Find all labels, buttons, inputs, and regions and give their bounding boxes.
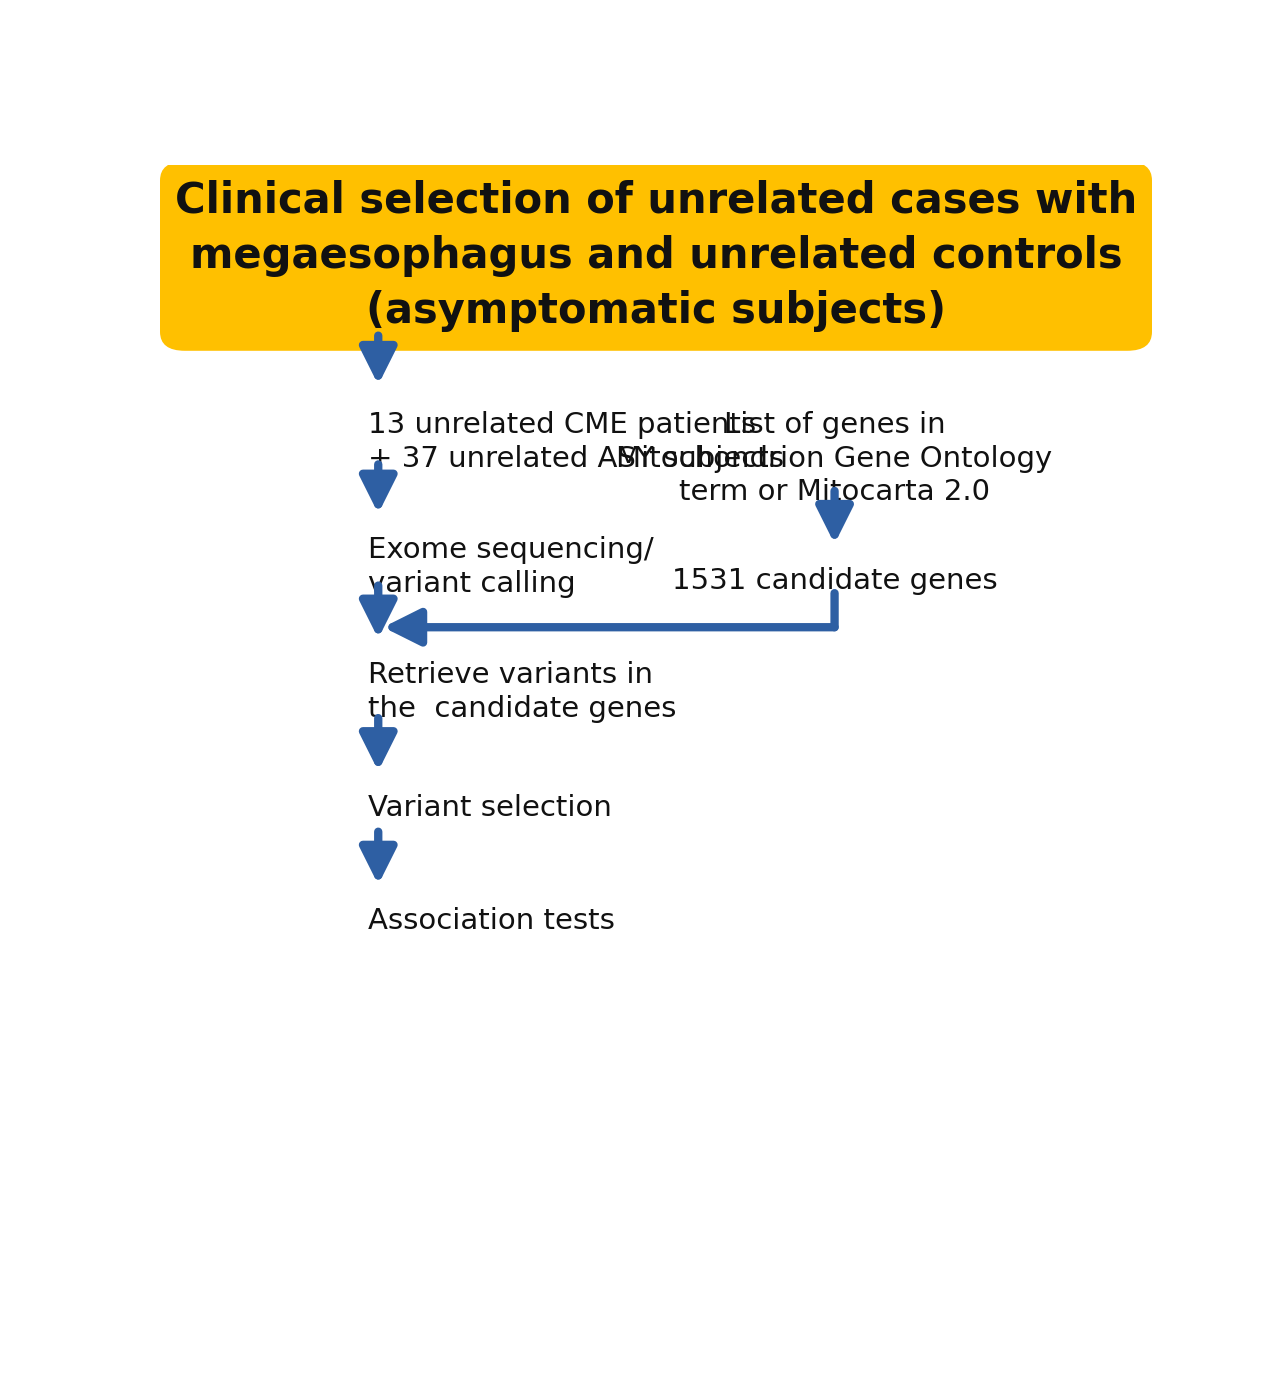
FancyBboxPatch shape [160, 161, 1152, 351]
Text: 13 unrelated CME patients
+ 37 unrelated ASY subjects: 13 unrelated CME patients + 37 unrelated… [369, 412, 785, 472]
Text: Variant selection: Variant selection [369, 793, 612, 822]
Text: List of genes in
Mitochondrion Gene Ontology
term or Mitocarta 2.0: List of genes in Mitochondrion Gene Onto… [617, 412, 1052, 507]
Text: Association tests: Association tests [369, 907, 616, 935]
Text: Retrieve variants in
the  candidate genes: Retrieve variants in the candidate genes [369, 661, 677, 723]
Text: 1531 candidate genes: 1531 candidate genes [672, 567, 997, 595]
Text: Exome sequencing/
variant calling: Exome sequencing/ variant calling [369, 536, 654, 598]
Text: Clinical selection of unrelated cases with
megaesophagus and unrelated controls
: Clinical selection of unrelated cases wi… [175, 180, 1137, 332]
